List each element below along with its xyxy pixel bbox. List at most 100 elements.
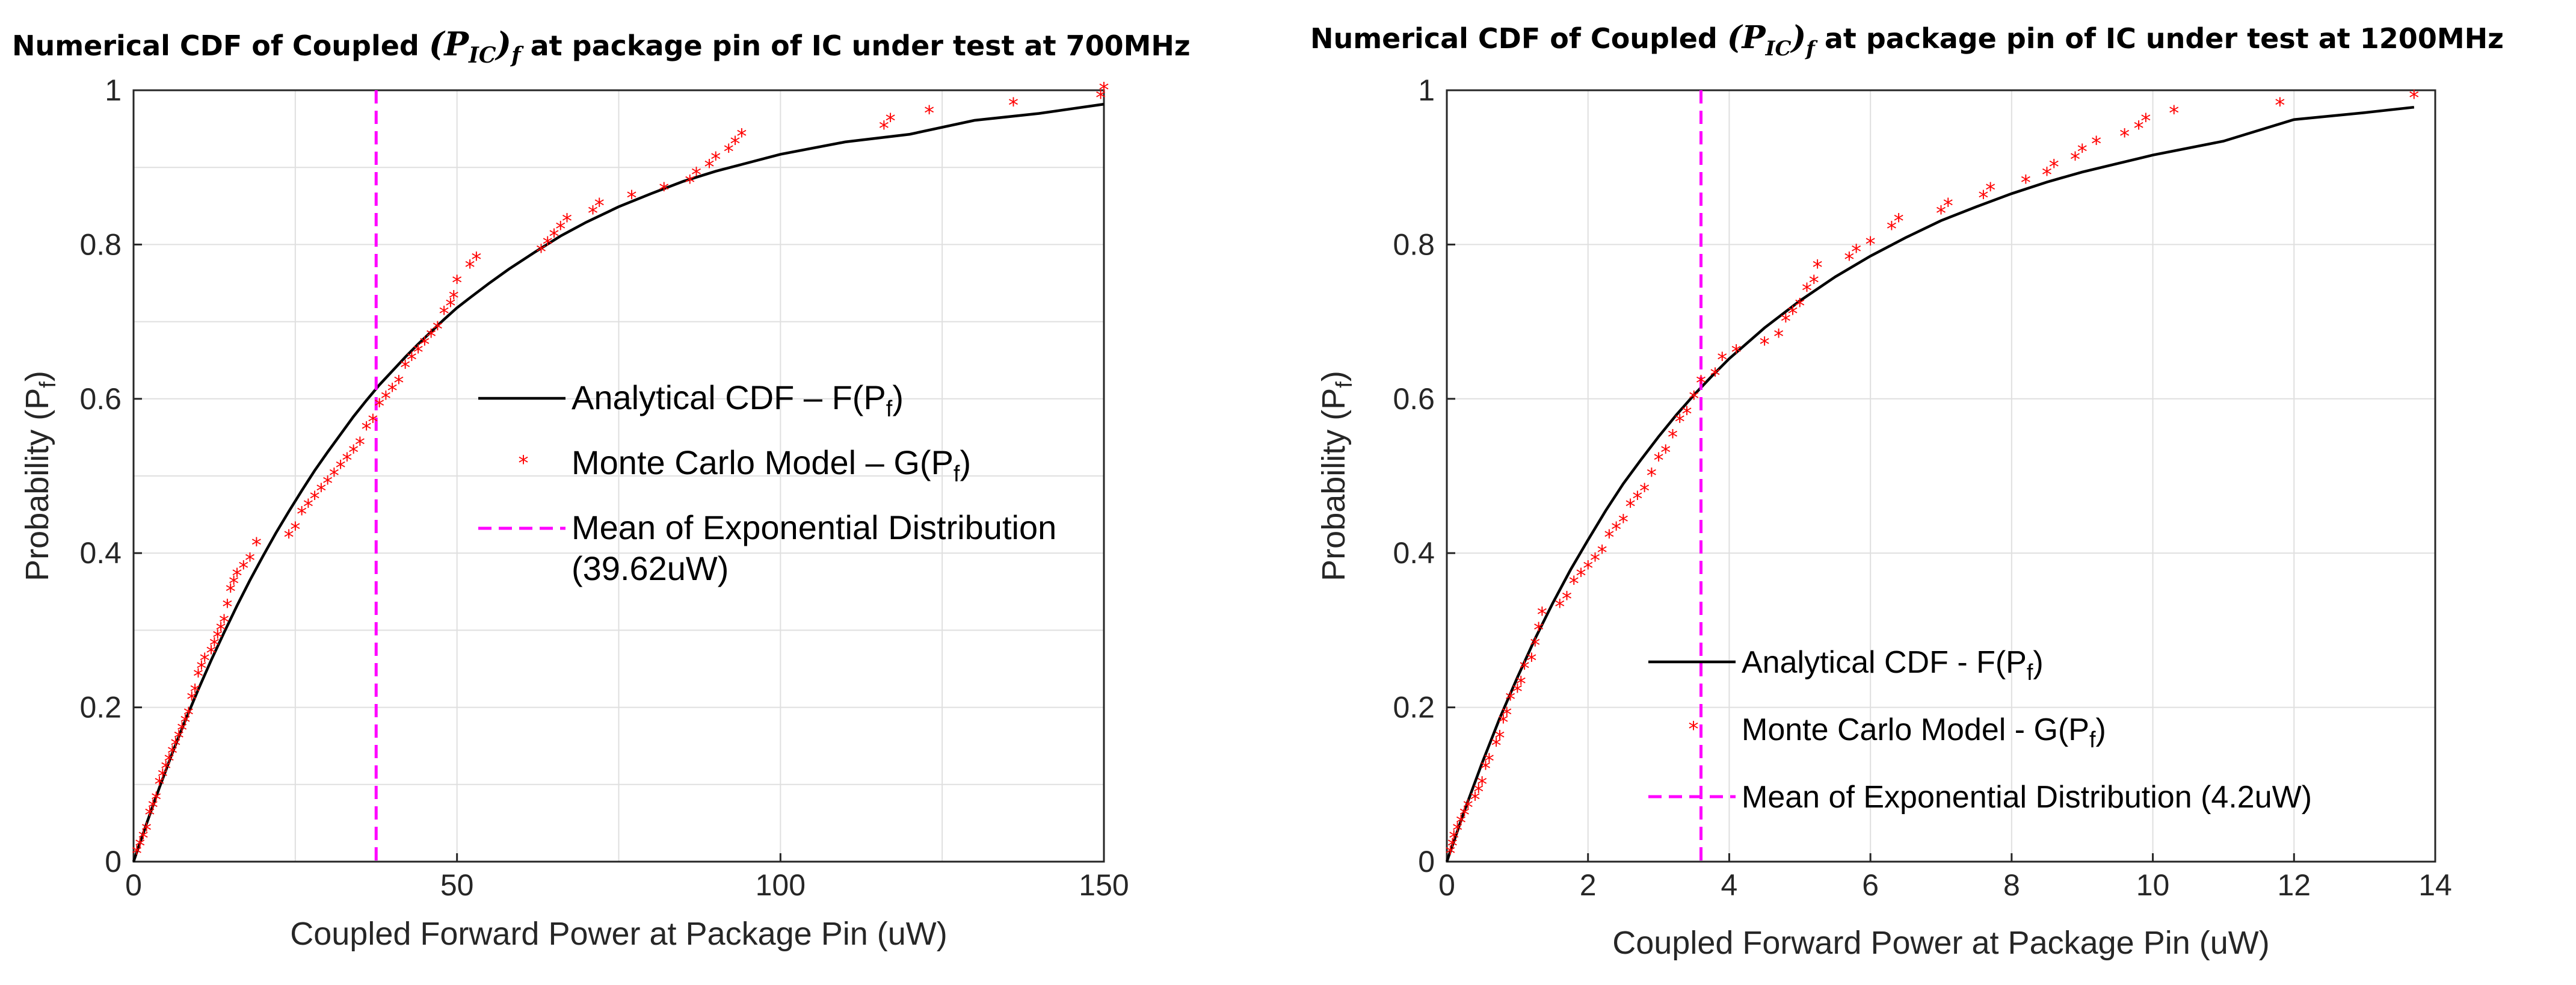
monte-carlo-point: * [141,819,152,843]
monte-carlo-point: * [1682,402,1692,426]
monte-carlo-point: * [2409,86,2419,110]
monte-carlo-point: * [144,803,155,827]
monte-carlo-point: * [238,557,248,581]
plot-area [1447,90,2435,862]
legend-label-text: Analytical CDF - F(P [1742,645,2027,680]
monte-carlo-point: * [2140,109,2151,133]
y-tick-label: 1 [1418,73,1435,107]
monte-carlo-point: * [1502,703,1512,727]
y-axis-label: Probability (Pf) [1316,371,1357,581]
monte-carlo-point: * [1894,209,1904,233]
legend-label-subscript: f [2089,727,2096,753]
monte-carlo-point: * [879,117,889,141]
monte-carlo-point: * [452,271,462,295]
monte-carlo-point: * [594,194,605,218]
monte-carlo-point: * [1583,557,1593,581]
legend-label: Monte Carlo Model – G(Pf) [572,443,971,487]
monte-carlo-point: * [886,109,896,133]
monte-carlo-point: * [1520,657,1530,681]
monte-carlo-point: * [1484,749,1494,773]
monte-carlo-point: * [2042,163,2052,187]
x-tick-label: 10 [2136,868,2170,902]
monte-carlo-point: * [284,526,294,550]
legend-label: Analytical CDF - F(Pf) [1742,645,2044,685]
x-tick-label: 100 [756,868,806,902]
monte-carlo-point: * [1943,194,1953,218]
monte-carlo-point: * [400,356,410,380]
monte-carlo-point: * [183,703,194,727]
monte-carlo-point: * [1760,333,1770,357]
monte-carlo-point: * [381,387,391,411]
monte-carlo-point: * [1516,672,1526,696]
monte-carlo-point: * [1647,464,1657,488]
chart-title: Numerical CDF of Coupled (PIC)f at packa… [12,25,1191,68]
monte-carlo-point: * [206,641,217,665]
legend-label-text: Monte Carlo Model – G(P [572,443,954,481]
monte-carlo-point: * [161,757,171,781]
monte-carlo-point: * [132,842,142,866]
chart-title-symbol: (P [429,25,470,63]
chart-title-subscript: IC [1765,37,1792,61]
monte-carlo-point: * [174,726,184,750]
monte-carlo-point: * [209,634,220,658]
monte-carlo-point: * [1866,232,1876,256]
y-tick-label: 1 [105,73,122,107]
monte-carlo-point: * [1773,325,1784,349]
monte-carlo-point: * [2077,140,2088,164]
monte-carlo-point: * [549,225,559,249]
monte-carlo-point: * [710,147,721,171]
legend-label-close: ) [2096,712,2106,747]
monte-carlo-point: * [170,734,180,758]
monte-carlo-point: * [724,140,734,164]
y-axis-label-text: Probability (P [1316,388,1352,581]
monte-carlo-point: * [322,472,333,496]
monte-carlo-point: * [310,487,320,511]
y-tick-label: 0 [105,845,122,878]
monte-carlo-point: * [329,464,339,488]
chart-title-close: ) [495,25,512,63]
monte-carlo-point: * [355,433,365,457]
legend-label: Monte Carlo Model - G(Pf) [1742,712,2106,753]
monte-carlo-point: * [2070,147,2080,171]
monte-carlo-point: * [1597,541,1607,565]
monte-carlo-point: * [2021,171,2031,195]
legend: Analytical CDF - F(Pf)* Monte Carlo Model… [1648,645,2312,815]
y-axis-label-close: ) [1316,371,1352,381]
x-tick-label: 6 [1862,868,1879,902]
monte-carlo-point: * [297,502,307,526]
monte-carlo-point: * [1505,688,1515,712]
monte-carlo-point: * [196,657,206,681]
monte-carlo-point: * [1660,441,1671,465]
monte-carlo-point: * [2091,132,2101,156]
monte-carlo-point: * [1781,310,1791,334]
monte-carlo-point: * [1537,603,1547,627]
legend-label: Mean of Exponential Distribution (4.2uW) [1742,780,2312,815]
monte-carlo-point: * [387,379,398,403]
monte-carlo-point: * [1491,734,1502,758]
monte-carlo-point: * [407,348,417,372]
chart-title-subscript-f: f [1805,37,1818,61]
monte-carlo-point: * [1696,371,1706,395]
monte-carlo-point: * [362,418,372,442]
x-tick-label: 14 [2418,868,2452,902]
monte-carlo-point: * [1689,387,1699,411]
monte-carlo-point: * [1095,86,1106,110]
monte-carlo-point: * [449,286,459,310]
monte-carlo-point: * [1844,248,1854,272]
monte-carlo-point: * [251,533,262,557]
legend-label-text: Mean of Exponential Distribution [572,508,1056,546]
monte-carlo-point: * [164,749,174,773]
monte-carlo-point: * [445,294,455,318]
y-tick-label: 0.8 [79,227,122,261]
y-tick-label: 0.2 [79,691,122,724]
monte-carlo-point: * [1495,726,1505,750]
monte-carlo-point: * [1447,834,1458,858]
monte-carlo-point: * [1654,448,1664,472]
monte-carlo-point: * [1590,549,1600,573]
monte-carlo-point: * [212,626,223,650]
monte-carlo-point: * [200,649,210,673]
monte-carlo-point: * [536,240,546,264]
monte-carlo-point: * [1851,240,1861,264]
y-tick-label: 0.8 [1393,227,1435,261]
